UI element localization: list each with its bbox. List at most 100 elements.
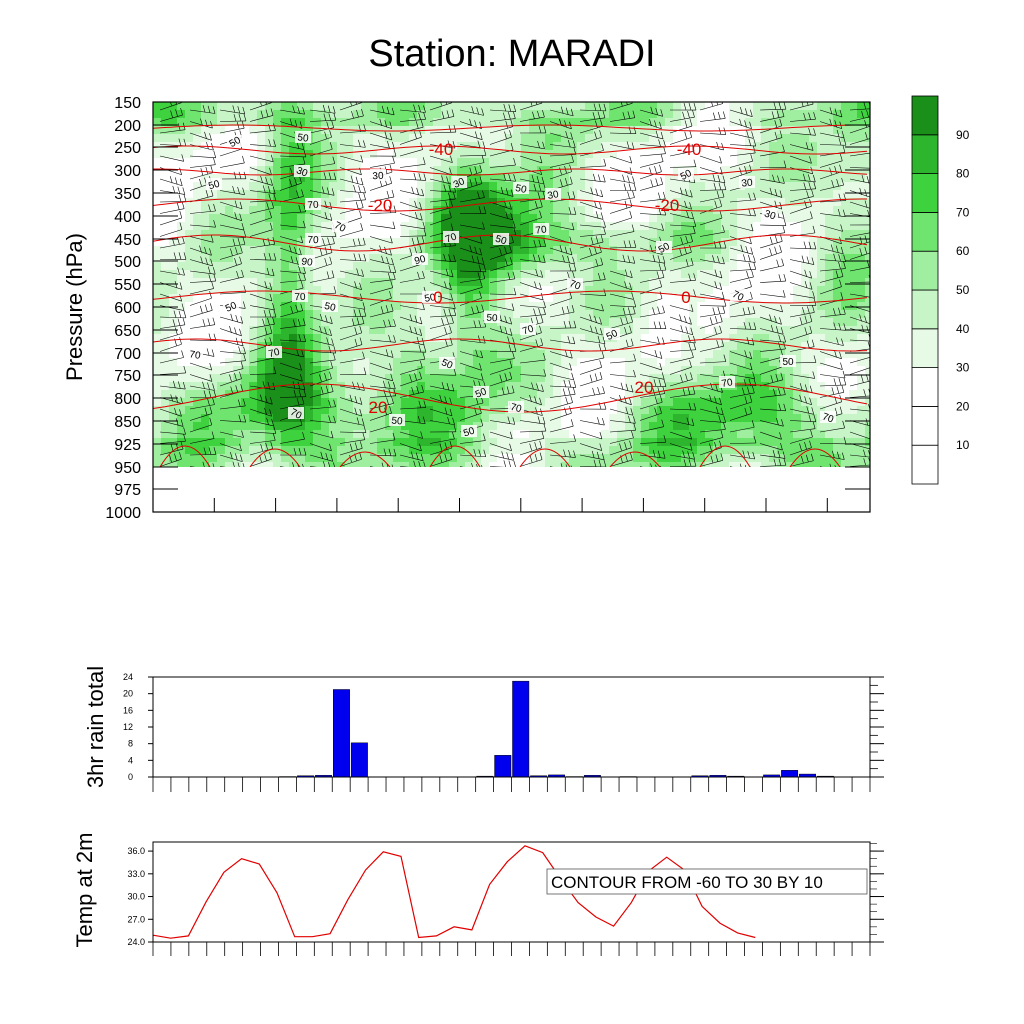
wind-barb bbox=[219, 213, 242, 221]
wind-barb-feather bbox=[622, 174, 625, 182]
humidity-cell bbox=[801, 366, 810, 375]
humidity-cell bbox=[225, 102, 234, 111]
wind-barb-feather bbox=[419, 202, 422, 210]
humidity-cell bbox=[625, 318, 634, 327]
wind-barb-feather bbox=[748, 138, 752, 146]
humidity-cell bbox=[857, 254, 866, 263]
humidity-cell bbox=[281, 454, 290, 463]
humidity-cell bbox=[561, 446, 570, 455]
humidity-cell bbox=[497, 198, 506, 207]
humidity-cell bbox=[585, 182, 594, 191]
humidity-cell bbox=[201, 310, 210, 319]
humidity-cell bbox=[713, 374, 722, 383]
humidity-cell bbox=[553, 142, 562, 151]
humidity-cell bbox=[313, 374, 322, 383]
humidity-cell bbox=[345, 398, 354, 407]
humidity-cell bbox=[681, 310, 690, 319]
humidity-cell bbox=[441, 110, 450, 119]
humidity-cell bbox=[425, 190, 434, 199]
humidity-cell bbox=[241, 446, 250, 455]
humidity-cell bbox=[401, 342, 410, 351]
humidity-cell bbox=[209, 454, 218, 463]
humidity-cell bbox=[297, 118, 306, 127]
humidity-cell bbox=[561, 206, 570, 215]
humidity-cell bbox=[225, 310, 234, 319]
humidity-cell bbox=[201, 214, 210, 223]
wind-barb-feather bbox=[504, 131, 507, 139]
humidity-cell bbox=[409, 294, 418, 303]
humidity-cell bbox=[289, 446, 298, 455]
humidity-cell bbox=[513, 374, 522, 383]
humidity-cell bbox=[369, 190, 378, 199]
wind-barb bbox=[729, 224, 754, 232]
humidity-cell bbox=[209, 254, 218, 263]
humidity-cell bbox=[849, 286, 858, 295]
humidity-cell bbox=[745, 278, 754, 287]
humidity-cell bbox=[577, 422, 586, 431]
humidity-cell bbox=[449, 446, 458, 455]
humidity-cell bbox=[393, 430, 402, 439]
humidity-cell bbox=[697, 342, 706, 351]
humidity-cell bbox=[177, 102, 186, 111]
humidity-cell bbox=[513, 366, 522, 375]
humidity-cell bbox=[377, 206, 386, 215]
wind-barb-feather bbox=[170, 110, 173, 118]
humidity-cell bbox=[497, 446, 506, 455]
humidity-cell bbox=[281, 206, 290, 215]
humidity-cell bbox=[529, 350, 538, 359]
humidity-cell bbox=[641, 302, 650, 311]
humidity-cell bbox=[673, 382, 682, 391]
humidity-cell bbox=[833, 214, 842, 223]
humidity-cell bbox=[865, 190, 870, 199]
wind-barb-feather bbox=[874, 161, 876, 168]
humidity-cell bbox=[857, 358, 866, 367]
humidity-cell bbox=[265, 302, 274, 311]
humidity-cell bbox=[417, 110, 426, 119]
humidity-cell bbox=[545, 318, 554, 327]
humidity-cell bbox=[609, 374, 618, 383]
humidity-cell bbox=[713, 462, 722, 467]
humidity-cell bbox=[649, 310, 658, 319]
wind-barb-feather bbox=[269, 222, 273, 230]
wind-barb-feather bbox=[597, 111, 601, 119]
humidity-cell bbox=[473, 158, 482, 167]
humidity-cell bbox=[545, 382, 554, 391]
humidity-cell bbox=[385, 430, 394, 439]
wind-barb bbox=[579, 165, 606, 168]
humidity-cell bbox=[345, 334, 354, 343]
humidity-cell bbox=[321, 182, 330, 191]
humidity-cell bbox=[553, 118, 562, 127]
humidity-cell bbox=[449, 118, 458, 127]
humidity-cell bbox=[297, 390, 306, 399]
humidity-cell bbox=[497, 318, 506, 327]
humidity-cell bbox=[865, 270, 870, 279]
humidity-cell bbox=[521, 286, 530, 295]
humidity-cell bbox=[449, 150, 458, 159]
humidity-cell bbox=[697, 166, 706, 175]
humidity-cell bbox=[225, 230, 234, 239]
humidity-cell bbox=[801, 390, 810, 399]
humidity-cell bbox=[273, 110, 282, 119]
humidity-cell bbox=[433, 390, 442, 399]
humidity-cell bbox=[633, 150, 642, 159]
humidity-cell bbox=[761, 182, 770, 191]
humidity-cell bbox=[697, 286, 706, 295]
humidity-cell bbox=[713, 166, 722, 175]
humidity-cell bbox=[865, 438, 870, 447]
humidity-cell bbox=[329, 398, 338, 407]
humidity-cell bbox=[209, 270, 218, 279]
wind-barb-feather bbox=[303, 220, 306, 229]
humidity-cell bbox=[377, 382, 386, 391]
wind-barb-feather bbox=[418, 104, 421, 113]
humidity-cell bbox=[185, 286, 194, 295]
humidity-cell bbox=[841, 182, 850, 191]
humidity-cell bbox=[625, 438, 634, 447]
wind-barb-feather bbox=[831, 180, 834, 188]
humidity-cell bbox=[745, 430, 754, 439]
wind-barb-feather bbox=[542, 109, 545, 118]
humidity-cell bbox=[545, 446, 554, 455]
humidity-cell bbox=[569, 118, 578, 127]
humidity-cell bbox=[737, 374, 746, 383]
humidity-cell bbox=[785, 414, 794, 423]
